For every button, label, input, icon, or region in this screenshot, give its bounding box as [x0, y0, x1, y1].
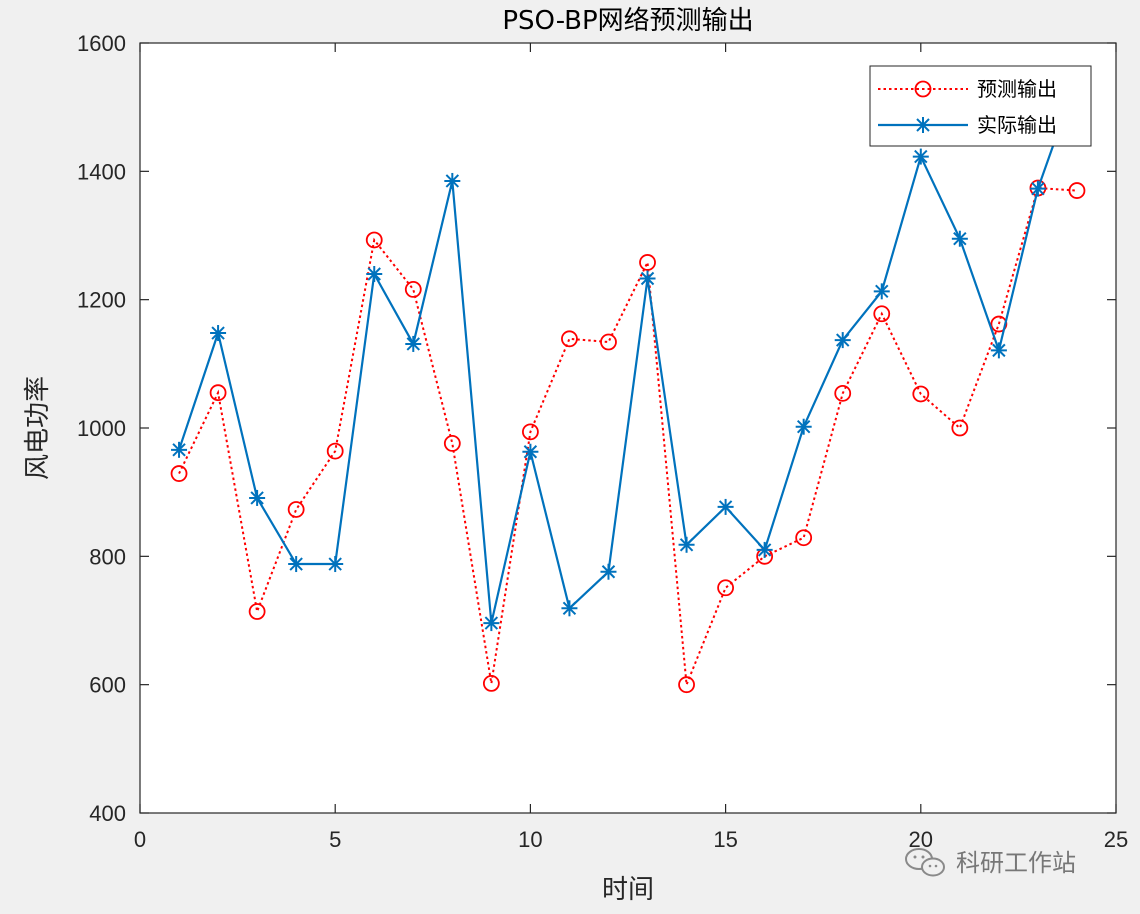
x-tick-label: 25 — [1104, 827, 1128, 852]
point-predicted — [717, 579, 734, 597]
point-actual — [678, 536, 695, 553]
chart-title: PSO-BP网络预测输出 — [502, 6, 753, 36]
point-predicted — [639, 254, 656, 271]
series-line-predicted — [178, 186, 1078, 686]
legend-marker-actual — [915, 117, 931, 133]
point-predicted — [834, 384, 852, 402]
point-predicted — [1068, 182, 1086, 199]
point-predicted — [365, 231, 383, 249]
watermark-text: 科研工作站 — [956, 849, 1076, 877]
point-predicted — [482, 674, 500, 692]
point-predicted — [912, 385, 930, 403]
point-actual — [834, 332, 851, 349]
point-actual — [951, 230, 968, 247]
watermark: 科研工作站 — [905, 848, 1076, 877]
point-predicted — [443, 434, 461, 452]
x-tick-label: 5 — [329, 827, 341, 852]
point-actual — [522, 443, 539, 460]
y-tick-label: 1600 — [77, 31, 126, 56]
point-actual — [795, 418, 812, 435]
legend-label-predicted: 预测输出 — [977, 77, 1057, 101]
point-actual — [990, 342, 1007, 359]
point-actual — [210, 325, 227, 342]
point-predicted — [678, 676, 695, 694]
x-tick-label: 0 — [134, 827, 146, 852]
point-actual — [912, 148, 929, 165]
y-tick-label: 1200 — [77, 288, 126, 313]
point-actual — [717, 498, 734, 515]
point-actual — [405, 335, 422, 352]
y-tick-label: 1400 — [77, 159, 126, 184]
y-tick-label: 600 — [89, 673, 126, 698]
x-tick-label: 10 — [518, 827, 542, 852]
point-predicted — [873, 305, 891, 323]
y-axis-label: 风电功率 — [23, 376, 53, 480]
point-actual — [873, 283, 890, 300]
x-tick-label: 20 — [909, 827, 933, 852]
point-predicted — [951, 419, 969, 437]
point-actual — [327, 556, 344, 573]
point-predicted — [248, 603, 266, 620]
point-predicted — [404, 280, 422, 298]
y-tick-label: 800 — [89, 544, 126, 569]
point-actual — [171, 441, 188, 458]
point-actual — [561, 600, 578, 617]
point-predicted — [522, 423, 539, 441]
point-predicted — [561, 330, 578, 348]
legend-box — [869, 65, 1092, 147]
legend-label-actual: 实际输出 — [977, 113, 1057, 137]
point-actual — [1029, 180, 1046, 197]
point-actual — [366, 266, 383, 282]
point-actual — [483, 615, 500, 632]
x-axis-label: 时间 — [602, 875, 654, 905]
series-layer — [170, 70, 1086, 694]
y-tick-label: 1000 — [77, 416, 126, 441]
point-predicted — [287, 501, 305, 518]
point-actual — [756, 541, 773, 558]
x-tick-label: 15 — [713, 827, 737, 852]
point-actual — [639, 270, 656, 287]
y-tick-label: 400 — [89, 801, 126, 826]
point-predicted — [326, 442, 344, 460]
point-actual — [600, 563, 617, 580]
ticks-layer: 0 5 10 15 20 25 400 600 800 1000 1200 1400 1600 — [77, 31, 1128, 852]
wechat-icon — [905, 848, 945, 877]
point-actual — [444, 172, 461, 189]
point-predicted — [990, 315, 1008, 333]
point-predicted — [795, 529, 813, 547]
point-predicted — [170, 465, 188, 482]
point-predicted — [209, 384, 227, 402]
legend-marker-predicted — [914, 80, 932, 98]
point-predicted — [600, 333, 617, 351]
point-actual — [249, 489, 266, 506]
point-actual — [288, 556, 305, 573]
legend: 预测输出 实际输出 — [869, 65, 1092, 147]
